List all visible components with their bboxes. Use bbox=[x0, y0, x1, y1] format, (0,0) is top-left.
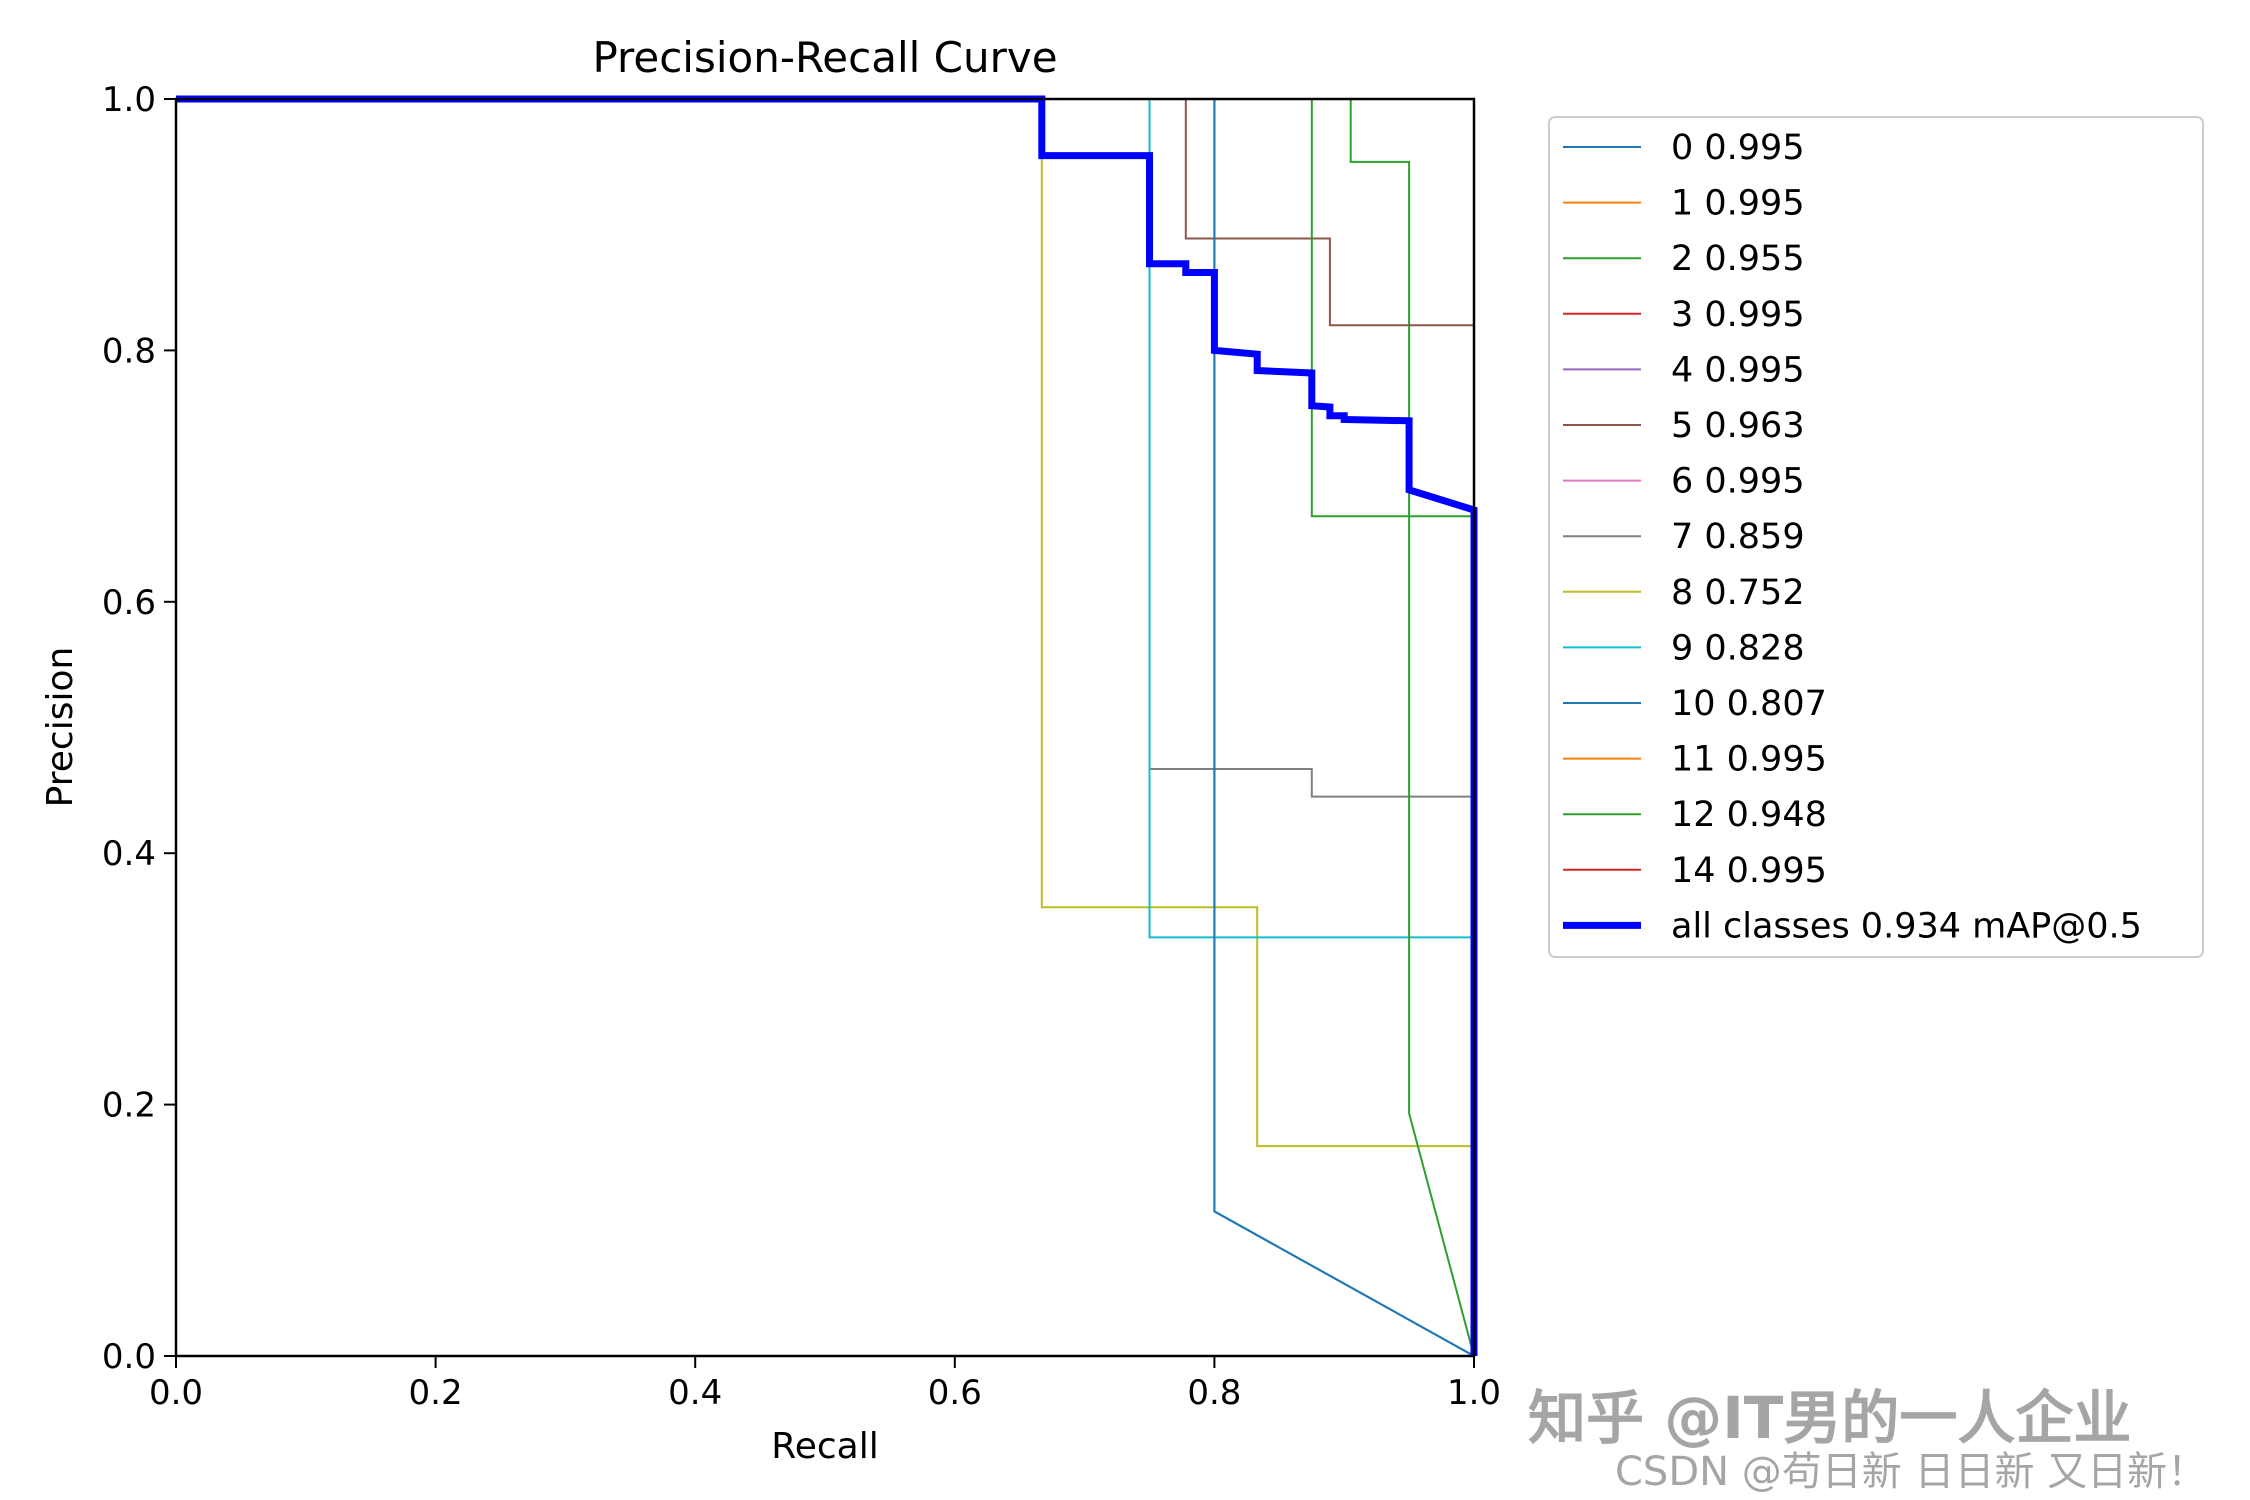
watermark-line-2: CSDN @苟日新 日日新 又日新！ bbox=[1615, 1449, 2207, 1495]
legend-box bbox=[1548, 116, 2204, 958]
x-axis-label: Recall bbox=[771, 1426, 878, 1467]
watermark: 知乎 @IT男的一人企业 CSDN @苟日新 日日新 又日新！ bbox=[1528, 1384, 2207, 1495]
legend-label: 1 0.995 bbox=[1671, 184, 1805, 224]
legend-label: 0 0.995 bbox=[1671, 128, 1805, 168]
legend-label: 4 0.995 bbox=[1671, 350, 1805, 390]
legend-label: 8 0.752 bbox=[1671, 573, 1805, 613]
legend: 0 0.995 1 0.995 2 0.955 3 0.995 4 0.995 5 0.9… bbox=[1548, 116, 2204, 958]
x-tick-label: 0.2 bbox=[409, 1373, 463, 1413]
legend-label: 6 0.995 bbox=[1671, 462, 1805, 502]
plot-area-frame bbox=[174, 97, 1476, 1358]
legend-label: 3 0.995 bbox=[1671, 295, 1805, 335]
y-tick-label: 1.0 bbox=[102, 80, 156, 120]
legend-label: 5 0.963 bbox=[1671, 406, 1805, 446]
legend-label: 2 0.955 bbox=[1671, 239, 1805, 279]
y-tick-label: 0.8 bbox=[102, 331, 156, 371]
watermark-line-1: 知乎 @IT男的一人企业 bbox=[1528, 1384, 2131, 1452]
y-axis-label: Precision bbox=[40, 647, 81, 808]
legend-items: 0 0.995 1 0.995 2 0.955 3 0.995 4 0.995 5 0.9… bbox=[1563, 128, 2142, 946]
x-tick-label: 0.6 bbox=[928, 1373, 982, 1413]
legend-label: 11 0.995 bbox=[1671, 740, 1827, 780]
y-tick-label: 0.4 bbox=[102, 834, 156, 874]
series-line-14 bbox=[176, 95, 1478, 1356]
x-tick-label: 1.0 bbox=[1447, 1373, 1501, 1413]
x-tick-label: 0.8 bbox=[1187, 1373, 1241, 1413]
x-axis-ticks: 0.0 0.2 0.4 0.6 0.8 1.0 bbox=[149, 1356, 1501, 1413]
y-tick-label: 0.2 bbox=[102, 1086, 156, 1126]
y-tick-label: 0.6 bbox=[102, 583, 156, 623]
legend-label: 7 0.859 bbox=[1671, 517, 1805, 557]
chart-title: Precision-Recall Curve bbox=[592, 33, 1057, 82]
x-tick-label: 0.4 bbox=[668, 1373, 722, 1413]
legend-label: 9 0.828 bbox=[1671, 628, 1805, 668]
legend-label: 10 0.807 bbox=[1671, 684, 1827, 724]
legend-label: 12 0.948 bbox=[1671, 795, 1827, 835]
y-axis-ticks: 0.0 0.2 0.4 0.6 0.8 1.0 bbox=[102, 80, 176, 1377]
legend-label: 14 0.995 bbox=[1671, 851, 1827, 891]
legend-label: all classes 0.934 mAP@0.5 bbox=[1671, 906, 2142, 946]
y-tick-label: 0.0 bbox=[102, 1337, 156, 1377]
x-tick-label: 0.0 bbox=[149, 1373, 203, 1413]
